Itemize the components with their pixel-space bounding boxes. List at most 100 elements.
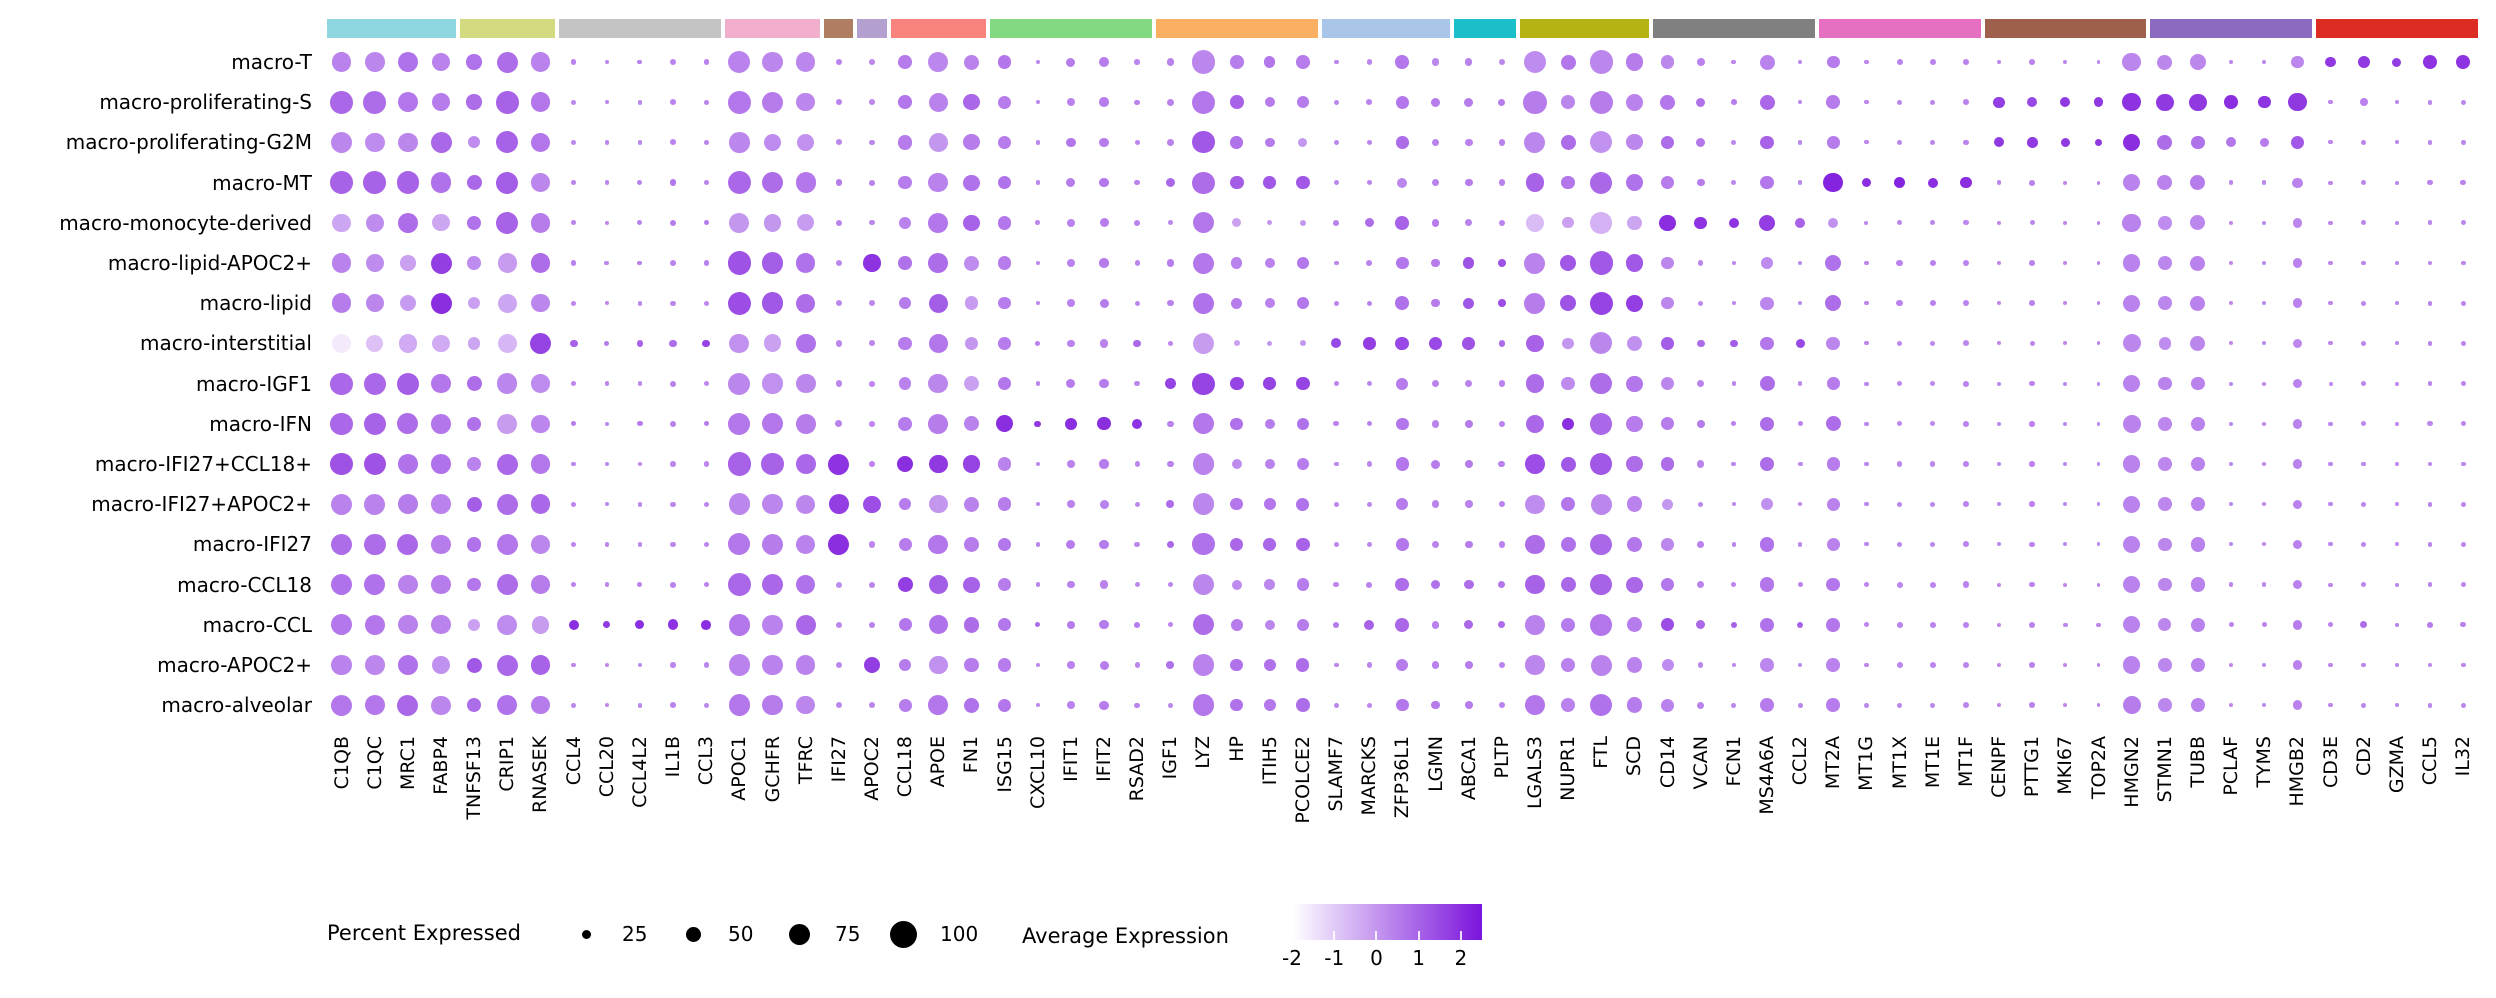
dot <box>496 131 519 154</box>
dot <box>1395 457 1409 471</box>
dot <box>1698 501 1704 507</box>
dot <box>1464 500 1473 509</box>
dot <box>898 256 913 270</box>
dot <box>497 695 518 716</box>
dot <box>497 293 517 313</box>
dot <box>1464 178 1473 187</box>
dot <box>1497 299 1506 308</box>
dot <box>963 134 980 151</box>
col-label: CCL20 <box>595 736 618 798</box>
dot <box>1298 137 1308 147</box>
dot <box>1296 698 1310 713</box>
dot <box>637 59 643 65</box>
dot <box>1996 703 2002 708</box>
dot <box>2191 135 2205 150</box>
dot <box>2226 137 2237 148</box>
dot <box>1099 620 1109 630</box>
dot <box>1896 59 1903 65</box>
dot <box>570 59 577 65</box>
col-label: IL32 <box>2452 736 2475 777</box>
dot <box>2122 213 2141 233</box>
dot <box>2122 575 2141 594</box>
dot <box>1099 137 1109 148</box>
dot <box>1625 93 1644 111</box>
dot <box>2394 381 2399 386</box>
col-label: CXCL10 <box>1026 736 1049 809</box>
row-label: macro-CCL18 <box>177 572 312 597</box>
dot <box>2228 702 2234 708</box>
dot <box>670 581 676 588</box>
dot <box>2096 703 2101 708</box>
dot <box>997 457 1012 471</box>
dot <box>571 99 577 105</box>
dot <box>331 293 352 314</box>
gene-group-bar <box>1520 19 1649 38</box>
dot <box>963 376 979 392</box>
dot <box>2063 421 2068 426</box>
dot <box>1962 541 1969 548</box>
dot <box>1760 135 1774 150</box>
dot <box>1896 541 1903 548</box>
dot <box>868 299 876 307</box>
dot <box>728 654 751 676</box>
dot <box>2361 381 2367 387</box>
dot <box>568 619 579 630</box>
dot <box>1590 412 1613 435</box>
dot <box>2328 260 2333 266</box>
dot <box>2394 180 2399 185</box>
dot <box>1560 496 1576 512</box>
dot <box>1730 621 1738 629</box>
dot <box>1590 211 1613 234</box>
dot <box>1431 299 1440 308</box>
dot <box>397 454 418 474</box>
dot <box>1697 541 1705 548</box>
dot <box>1760 296 1774 310</box>
dot <box>2094 138 2103 147</box>
dot <box>1590 332 1613 355</box>
dot <box>762 373 783 394</box>
dot <box>2262 662 2267 668</box>
dot <box>963 697 979 713</box>
dot <box>1191 50 1216 74</box>
dot <box>2361 421 2367 427</box>
dot <box>397 654 418 676</box>
dot <box>1192 171 1215 194</box>
dot <box>1035 381 1040 386</box>
dot <box>1430 579 1441 590</box>
dot <box>1996 381 2002 386</box>
dot <box>1828 217 1839 228</box>
dot <box>2190 697 2206 713</box>
dot <box>1366 380 1372 387</box>
dot <box>761 452 784 476</box>
dot <box>1525 494 1545 514</box>
dot <box>2427 381 2433 387</box>
dot <box>1263 538 1277 551</box>
dot <box>1230 257 1243 269</box>
col-label: HMGB2 <box>2286 736 2309 807</box>
dot <box>898 55 913 69</box>
dot <box>2288 92 2307 112</box>
col-label: MARCKS <box>1358 736 1381 816</box>
dot <box>496 51 518 73</box>
dot <box>1590 171 1613 194</box>
dot <box>1498 179 1506 186</box>
dot <box>1930 541 1936 548</box>
dot <box>1165 178 1175 188</box>
dot <box>1333 421 1339 427</box>
dot <box>432 334 450 353</box>
percent-legend-value: 25 <box>622 922 648 946</box>
dot <box>1525 534 1545 555</box>
dot <box>1696 339 1705 348</box>
dot <box>1523 50 1547 74</box>
dot <box>496 493 518 515</box>
dot <box>1696 178 1705 187</box>
dot <box>835 179 843 186</box>
dot <box>898 497 912 511</box>
dot <box>1431 258 1440 268</box>
dot <box>1696 620 1706 630</box>
dot <box>869 99 875 106</box>
dot <box>1431 58 1440 66</box>
dot <box>1167 299 1174 307</box>
dot <box>1760 658 1774 672</box>
dot <box>637 662 643 668</box>
